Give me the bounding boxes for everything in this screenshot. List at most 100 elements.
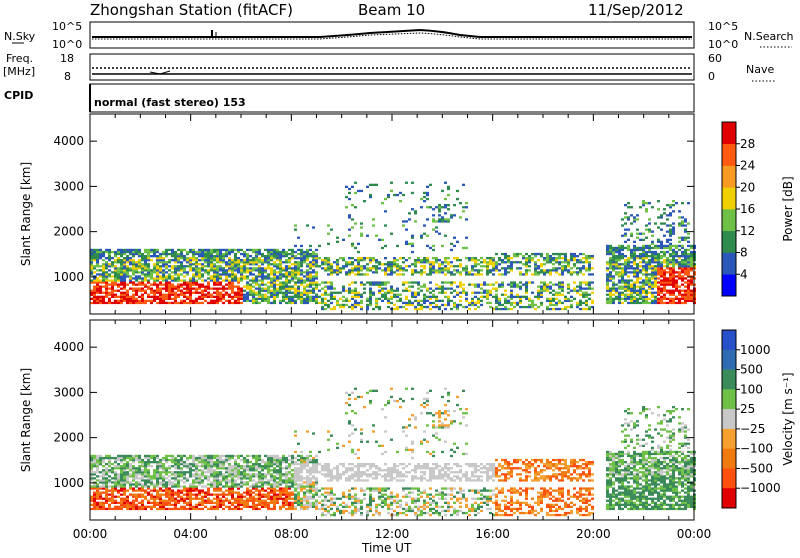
velocity-cell — [279, 469, 282, 471]
velocity-cell — [114, 467, 117, 469]
power-cell — [144, 290, 147, 292]
power-cell — [489, 271, 492, 273]
power-cell — [627, 290, 630, 292]
power-cell — [150, 302, 153, 304]
power-cell — [402, 267, 405, 269]
power-cell — [453, 304, 456, 306]
power-cell — [249, 263, 252, 265]
velocity-cell — [192, 508, 195, 510]
velocity-cell — [114, 473, 117, 475]
power-cell — [540, 255, 543, 257]
power-cell — [261, 288, 264, 290]
power-cell — [249, 284, 252, 286]
power-cell — [171, 292, 174, 294]
power-cell — [432, 263, 435, 265]
power-cell — [300, 257, 303, 259]
power-cell — [156, 263, 159, 265]
power-cell — [273, 279, 276, 281]
velocity-cell — [138, 477, 141, 479]
power-cell — [630, 292, 633, 294]
power-cell — [663, 290, 666, 292]
power-cell — [168, 269, 171, 271]
velocity-cell — [96, 492, 99, 494]
velocity-cell — [276, 485, 279, 487]
velocity-cell — [252, 465, 255, 467]
velocity-cell — [258, 490, 261, 492]
power-cell — [681, 239, 684, 241]
power-cell — [630, 265, 633, 267]
velocity-cell — [237, 485, 240, 487]
power-cell — [426, 235, 429, 237]
power-cell — [252, 273, 255, 275]
power-cell — [444, 218, 447, 220]
power-cell — [492, 265, 495, 267]
power-cell — [564, 269, 567, 271]
power-cell — [114, 277, 117, 279]
power-cell — [579, 284, 582, 286]
power-cell — [651, 241, 654, 243]
power-cell — [174, 251, 177, 253]
power-cell — [540, 302, 543, 304]
power-cell — [375, 304, 378, 306]
power-cell — [678, 241, 681, 243]
power-cell — [411, 182, 414, 184]
power-cell — [306, 290, 309, 292]
velocity-cell — [120, 500, 123, 502]
power-cell — [387, 273, 390, 275]
power-cell — [336, 267, 339, 269]
power-cell — [639, 233, 642, 235]
power-cell — [375, 235, 378, 237]
velocity-cell — [285, 496, 288, 498]
velocity-cell — [198, 492, 201, 494]
power-cell — [171, 294, 174, 296]
velocity-cell — [222, 473, 225, 475]
power-cell — [114, 296, 117, 298]
velocity-cell — [261, 506, 264, 508]
power-cell — [654, 267, 657, 269]
power-cell — [117, 257, 120, 259]
power-cell — [648, 247, 651, 249]
power-cell — [183, 271, 186, 273]
power-cell — [432, 271, 435, 273]
power-cell — [477, 271, 480, 273]
velocity-cell — [249, 467, 252, 469]
power-cell — [357, 271, 360, 273]
power-cell — [189, 292, 192, 294]
power-cell — [189, 249, 192, 251]
power-cell — [675, 284, 678, 286]
power-cell — [636, 302, 639, 304]
power-cell — [402, 261, 405, 263]
power-cell — [690, 265, 693, 267]
power-cell — [243, 286, 246, 288]
velocity-cell — [246, 477, 249, 479]
power-cell — [327, 286, 330, 288]
velocity-cell — [111, 492, 114, 494]
power-cell — [144, 286, 147, 288]
power-cell — [126, 269, 129, 271]
power-cell — [462, 184, 465, 186]
power-cell — [144, 259, 147, 261]
power-cell — [123, 273, 126, 275]
power-cell — [159, 292, 162, 294]
power-cell — [639, 271, 642, 273]
power-cell — [201, 265, 204, 267]
power-cell — [195, 279, 198, 281]
velocity-cell — [177, 485, 180, 487]
power-cell — [687, 245, 690, 247]
power-cell — [456, 294, 459, 296]
power-cell — [411, 251, 414, 253]
power-cell — [645, 245, 648, 247]
velocity-cell — [252, 485, 255, 487]
power-cell — [285, 302, 288, 304]
power-cell — [96, 296, 99, 298]
power-cell — [108, 298, 111, 300]
velocity-cell — [201, 485, 204, 487]
power-cell — [624, 271, 627, 273]
power-cell — [471, 259, 474, 261]
velocity-cell — [147, 469, 150, 471]
power-cell — [138, 271, 141, 273]
power-cell — [534, 261, 537, 263]
power-cell — [132, 263, 135, 265]
power-cell — [636, 237, 639, 239]
power-cell — [492, 267, 495, 269]
